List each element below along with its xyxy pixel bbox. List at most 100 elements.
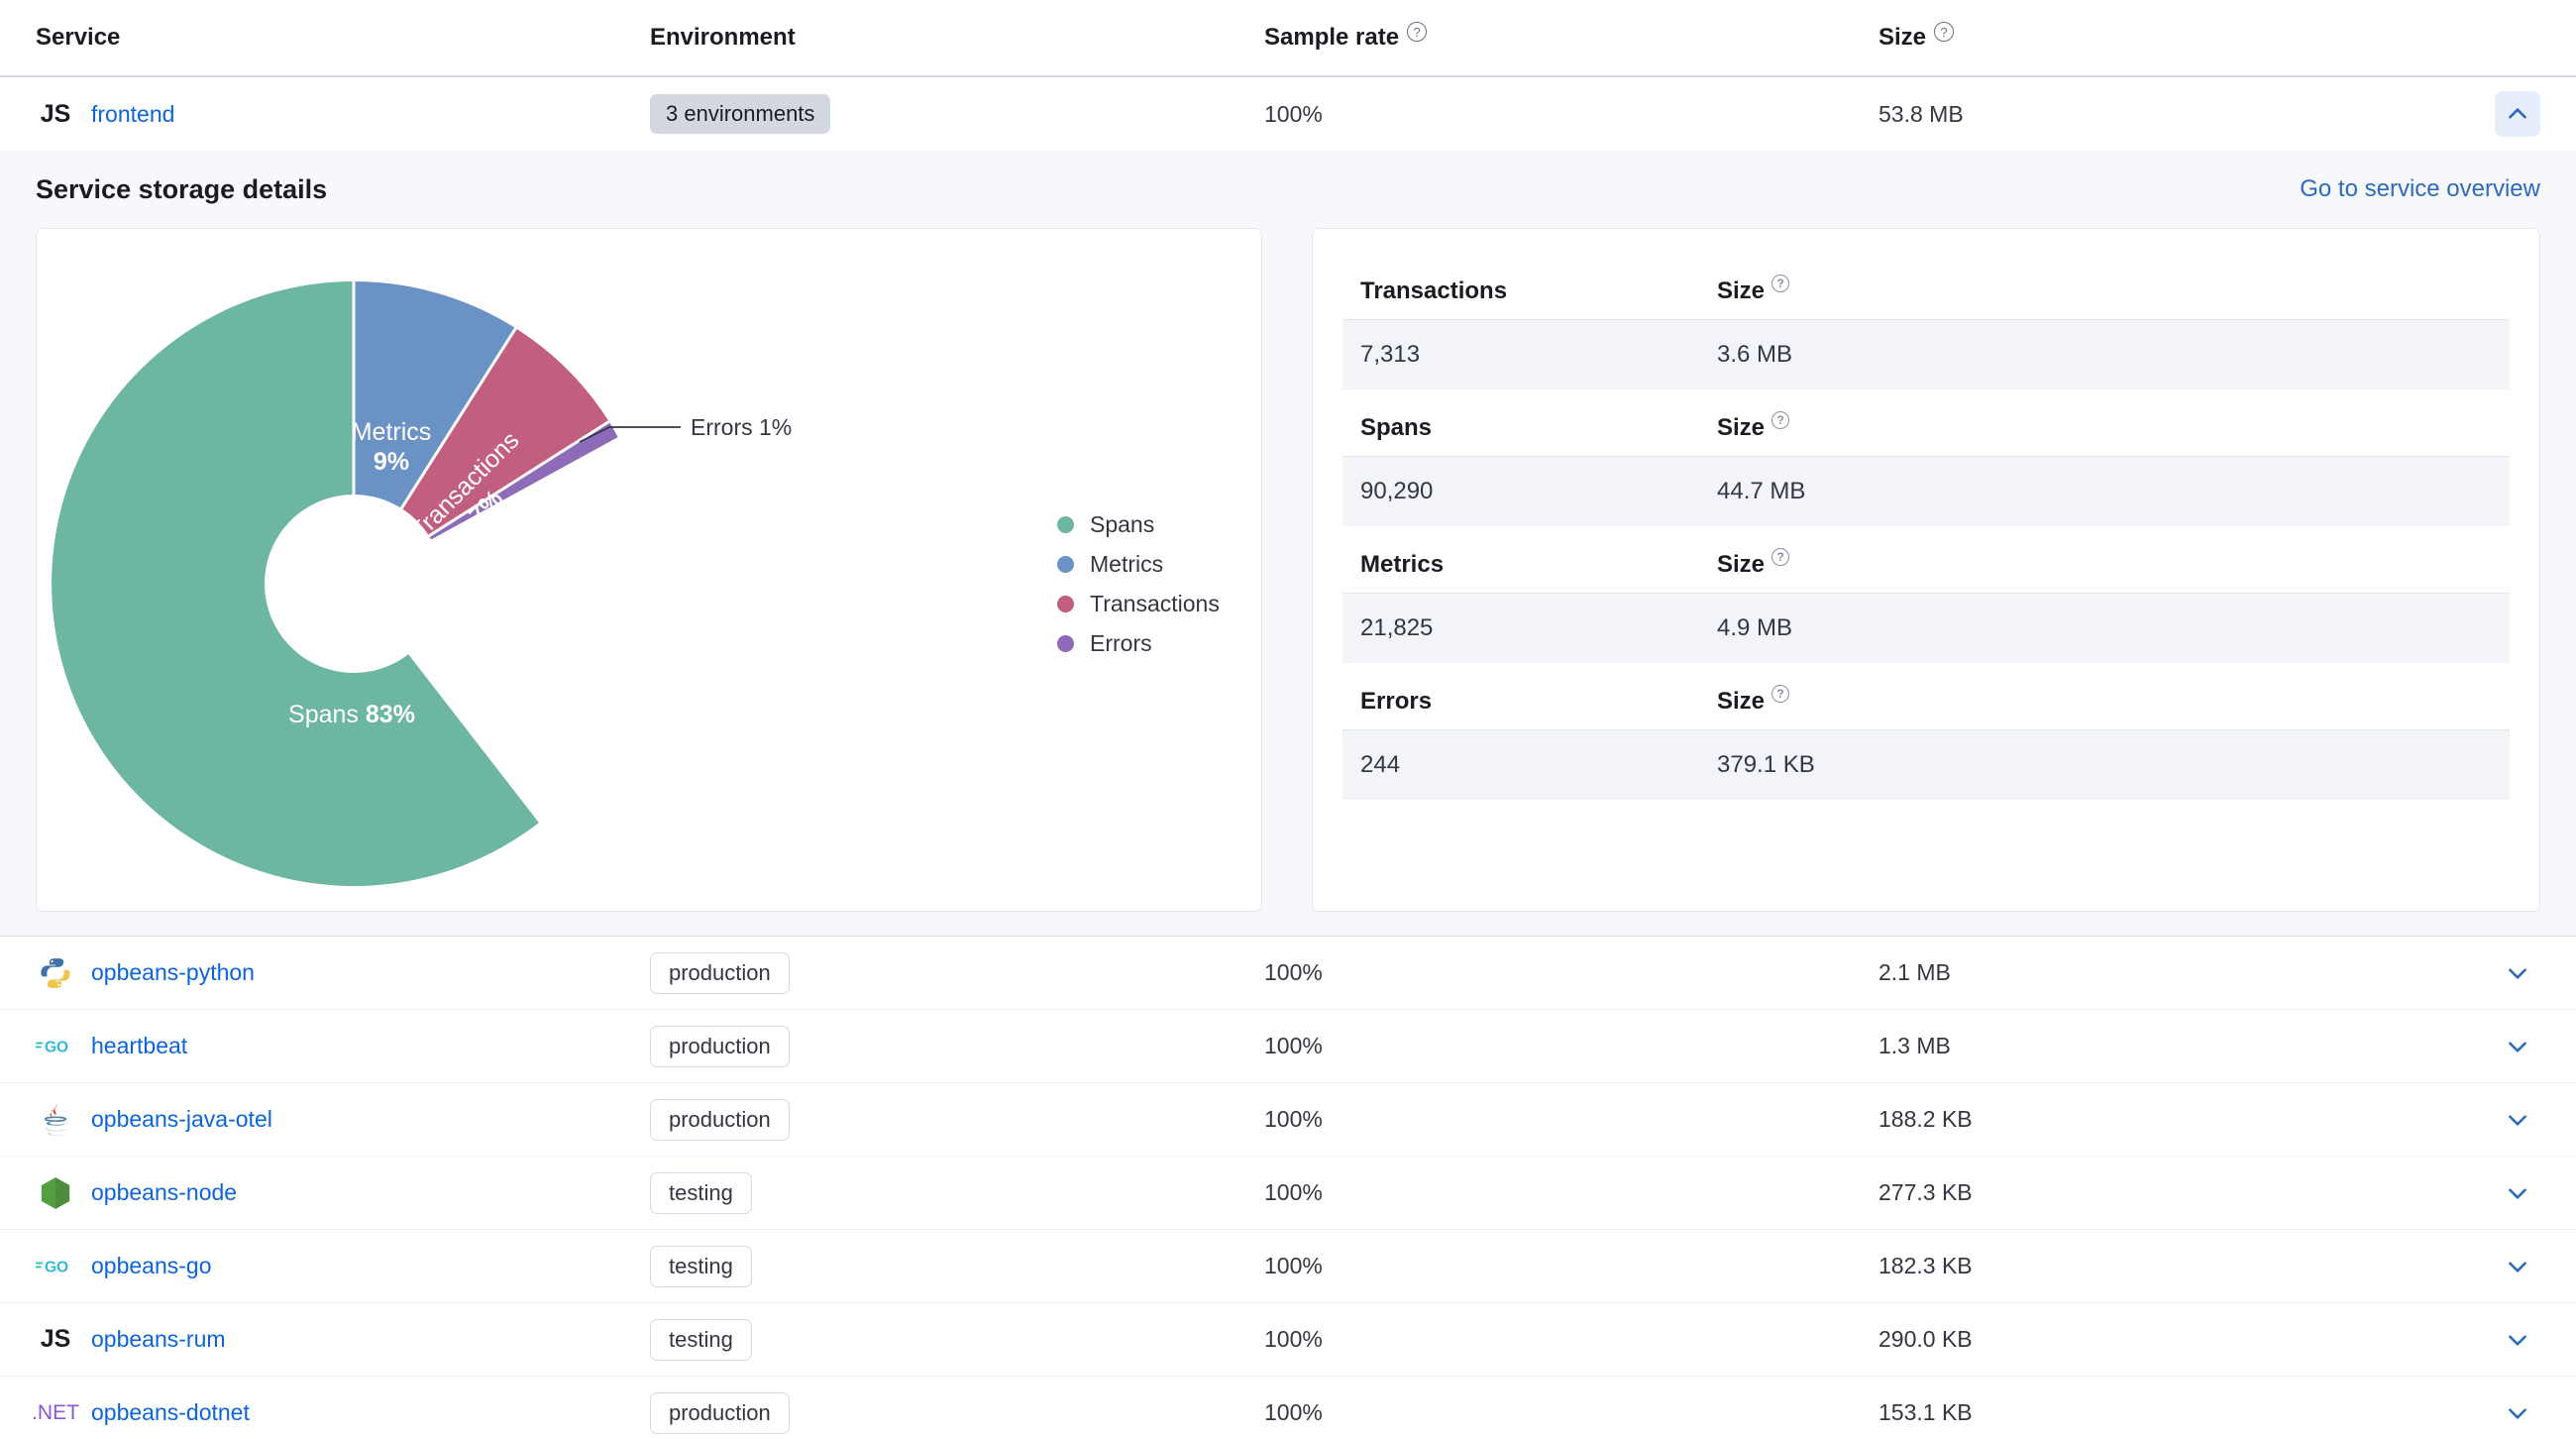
stat-header-size-label: Size <box>1717 550 1766 578</box>
row-toggle-cell <box>2451 1390 2540 1436</box>
row-toggle-cell <box>2451 1317 2540 1363</box>
size-cell: 2.1 MB <box>1878 959 1951 985</box>
service-cell: JS frontend <box>36 100 650 129</box>
sample-rate-cell: 100% <box>1264 1179 1323 1205</box>
question-mark-circle-icon[interactable]: ? <box>1771 274 1790 292</box>
stat-block-transactions: Transactions Size? 7,313 3.6 MB <box>1342 263 2510 389</box>
service-link[interactable]: opbeans-java-otel <box>91 1106 272 1132</box>
chevron-down-icon[interactable] <box>2495 1097 2540 1143</box>
donut-slice-separators <box>352 281 620 586</box>
dotnet-icon: .NET <box>32 1400 79 1424</box>
sample-rate-cell: 100% <box>1264 100 1323 127</box>
service-cell: .NET opbeans-dotnet <box>32 1399 650 1426</box>
environment-badge[interactable]: testing <box>650 1171 752 1214</box>
environment-cell: production <box>650 951 1264 994</box>
stat-header-count: Errors <box>1360 688 1717 716</box>
question-mark-circle-icon[interactable]: ? <box>1771 410 1790 429</box>
service-link[interactable]: opbeans-python <box>91 959 255 985</box>
environment-cell: production <box>650 1098 1264 1141</box>
environment-badge[interactable]: production <box>650 1391 790 1434</box>
table-row[interactable]: opbeans-node testing 100% 277.3 KB <box>0 1157 2576 1230</box>
service-rows: opbeans-python production 100% 2.1 MB GO hear… <box>0 937 2576 1439</box>
column-header-service[interactable]: Service <box>36 24 650 52</box>
question-mark-circle-icon[interactable]: ? <box>1771 547 1790 566</box>
stat-header-count-label: Transactions <box>1360 277 1508 304</box>
donut-chart-svg: Spans 83% Metrics 9% Transactions 7% Err… <box>52 280 792 886</box>
donut-slice-transactions[interactable] <box>354 328 609 584</box>
python-icon <box>36 956 75 990</box>
environment-badge[interactable]: production <box>650 951 790 994</box>
legend-item-spans[interactable]: Spans <box>1057 504 1220 544</box>
chevron-down-icon[interactable] <box>2495 1024 2540 1069</box>
stat-count-value: 90,290 <box>1360 478 1434 504</box>
environment-cell: production <box>650 1391 1264 1434</box>
chevron-down-icon[interactable] <box>2495 1244 2540 1289</box>
legend-swatch-metrics <box>1057 555 1074 573</box>
chevron-down-icon[interactable] <box>2495 950 2540 996</box>
row-toggle-cell <box>2451 1244 2540 1289</box>
size-cell: 53.8 MB <box>1878 100 1964 127</box>
question-mark-circle-icon[interactable]: ? <box>1771 684 1790 703</box>
table-row-frontend[interactable]: JS frontend 3 environments 100% 53.8 MB <box>0 77 2576 151</box>
legend-item-metrics[interactable]: Metrics <box>1057 544 1220 584</box>
column-header-environment-label: Environment <box>650 24 796 51</box>
detail-body: Spans 83% Metrics 9% Transactions 7% Err… <box>36 228 2540 912</box>
stat-header-size: Size? <box>1717 410 2492 442</box>
question-mark-circle-icon[interactable]: ? <box>1934 22 1955 42</box>
stat-count-value: 21,825 <box>1360 614 1434 641</box>
table-row[interactable]: GO opbeans-go testing 100% 182.3 KB <box>0 1230 2576 1303</box>
stat-value-row: 21,825 4.9 MB <box>1342 594 2510 663</box>
row-toggle-cell <box>2451 950 2540 996</box>
table-row[interactable]: GO heartbeat production 100% 1.3 MB <box>0 1010 2576 1083</box>
service-link[interactable]: opbeans-rum <box>91 1326 226 1352</box>
stat-size-value: 4.9 MB <box>1717 614 1793 641</box>
service-link[interactable]: heartbeat <box>91 1033 188 1058</box>
column-header-sample-rate[interactable]: Sample rate ? <box>1264 22 1878 52</box>
stat-size-value: 379.1 KB <box>1717 751 1815 778</box>
stat-value-row: 244 379.1 KB <box>1342 730 2510 800</box>
legend-swatch-transactions <box>1057 595 1074 612</box>
chevron-down-icon[interactable] <box>2495 1317 2540 1363</box>
column-header-sample-rate-label: Sample rate <box>1264 24 1400 51</box>
environment-cell: testing <box>650 1171 1264 1214</box>
legend-item-transactions[interactable]: Transactions <box>1057 584 1220 623</box>
service-link-frontend[interactable]: frontend <box>91 100 175 127</box>
service-cell: JS opbeans-rum <box>36 1325 650 1354</box>
svg-text:GO: GO <box>45 1259 68 1275</box>
environment-badge[interactable]: production <box>650 1025 790 1067</box>
chart-legend: Spans Metrics Transactions Errors <box>1057 504 1220 663</box>
table-header: Service Environment Sample rate ? Size ? <box>0 0 2576 77</box>
environment-badge[interactable]: testing <box>650 1245 752 1287</box>
table-row[interactable]: opbeans-java-otel production 100% 188.2 KB <box>0 1083 2576 1157</box>
service-cell: opbeans-java-otel <box>36 1101 650 1139</box>
column-header-service-label: Service <box>36 24 121 51</box>
column-header-size[interactable]: Size ? <box>1878 22 2451 52</box>
environment-badge[interactable]: production <box>650 1098 790 1141</box>
chevron-down-icon[interactable] <box>2495 1390 2540 1436</box>
chevron-down-icon[interactable] <box>2495 1170 2540 1216</box>
service-link[interactable]: opbeans-dotnet <box>91 1399 250 1425</box>
environment-badge[interactable]: testing <box>650 1318 752 1361</box>
column-header-environment[interactable]: Environment <box>650 24 1264 52</box>
service-link[interactable]: opbeans-go <box>91 1253 212 1278</box>
storage-donut-chart-card: Spans 83% Metrics 9% Transactions 7% Err… <box>36 228 1262 912</box>
stat-header-size-label: Size <box>1717 687 1766 715</box>
stat-header-count: Spans <box>1360 414 1717 442</box>
go-to-service-overview-link[interactable]: Go to service overview <box>2300 175 2540 202</box>
size-cell: 1.3 MB <box>1878 1033 1951 1058</box>
page-title: Service storage details <box>36 173 328 204</box>
environment-cell: 3 environments <box>650 94 1264 134</box>
table-row[interactable]: JS opbeans-rum testing 100% 290.0 KB <box>0 1303 2576 1377</box>
stat-header-row: Errors Size? <box>1342 673 2510 730</box>
service-cell: GO heartbeat <box>36 1033 650 1059</box>
service-link[interactable]: opbeans-node <box>91 1179 238 1205</box>
row-toggle-cell <box>2451 1097 2540 1143</box>
table-row[interactable]: .NET opbeans-dotnet production 100% 153.1 KB <box>0 1377 2576 1439</box>
legend-item-errors[interactable]: Errors <box>1057 623 1220 663</box>
sample-rate-cell: 100% <box>1264 1253 1323 1278</box>
table-row[interactable]: opbeans-python production 100% 2.1 MB <box>0 937 2576 1010</box>
donut-label-spans: Spans 83% <box>288 701 415 728</box>
question-mark-circle-icon[interactable]: ? <box>1407 22 1428 42</box>
environment-badge[interactable]: 3 environments <box>650 94 831 134</box>
chevron-up-icon[interactable] <box>2495 91 2540 137</box>
